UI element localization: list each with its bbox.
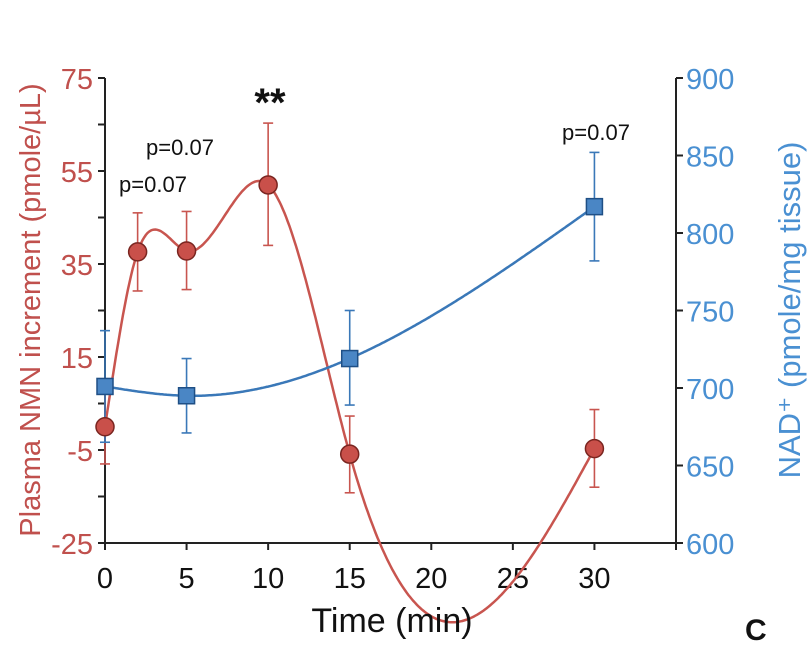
x-tick-label: 0: [97, 563, 113, 595]
x-tick-label: 15: [334, 563, 366, 595]
right-tick-label: 600: [686, 529, 734, 561]
x-tick-label: 30: [578, 563, 610, 595]
left-tick-label: -25: [51, 529, 93, 561]
right-axis-label: NAD⁺ (pmole/mg tissue): [772, 142, 807, 479]
data-point-square: [340, 349, 359, 368]
left-tick-label: 15: [61, 343, 93, 375]
data-point-circle: [584, 438, 605, 459]
annotation-significance: **: [254, 81, 286, 125]
data-point-circle: [127, 242, 148, 262]
right-tick-label: 700: [686, 374, 734, 406]
data-point-circle: [258, 175, 278, 195]
right-tick-label: 750: [686, 297, 734, 329]
x-tick-label: 10: [252, 563, 284, 595]
panel-label: C: [745, 614, 767, 647]
right-tick-label: 850: [686, 142, 734, 174]
right-tick-label: 650: [686, 452, 734, 484]
annotation-p-value-30min: p=0.07: [562, 120, 630, 145]
x-tick-label: 20: [415, 563, 447, 595]
data-point-circle: [339, 444, 360, 464]
left-tick-label: 55: [61, 157, 93, 189]
right-tick-label: 900: [686, 64, 734, 96]
data-point-square: [177, 387, 196, 405]
left-tick-label: -5: [67, 436, 93, 468]
left-axis-label: Plasma NMN increment (pmole/µL): [15, 83, 47, 536]
data-point-square: [96, 377, 114, 396]
data-point-circle: [95, 417, 115, 437]
x-axis-label: Time (min): [311, 602, 472, 640]
annotation-p-value-5min: p=0.07: [146, 135, 214, 160]
left-tick-label: 35: [61, 250, 93, 282]
data-point-square: [585, 197, 604, 216]
right-tick-label: 800: [686, 219, 734, 251]
annotation-p-value-2min: p=0.07: [119, 172, 187, 197]
x-tick-label: 5: [179, 563, 195, 595]
left-tick-label: 75: [61, 64, 93, 96]
data-point-circle: [176, 241, 197, 261]
